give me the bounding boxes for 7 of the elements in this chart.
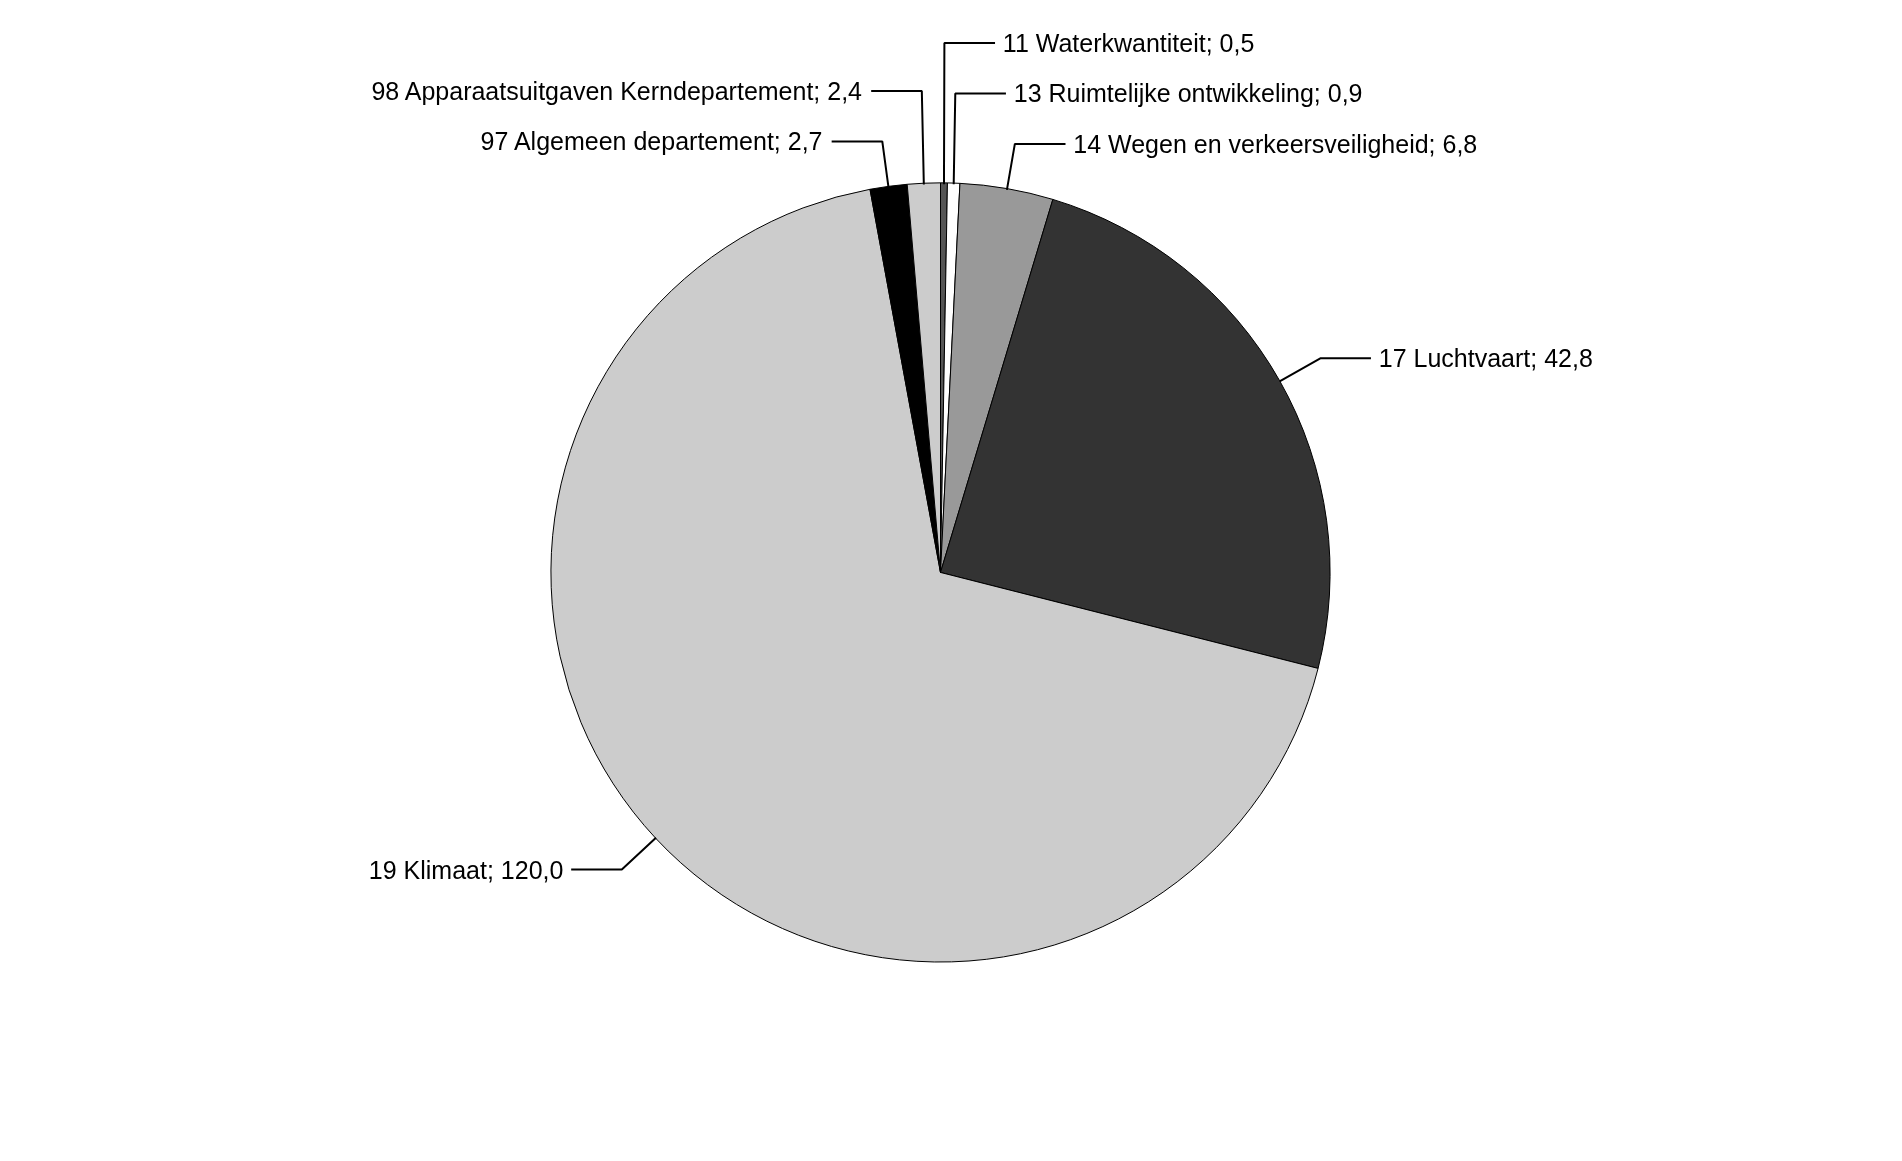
- slice-label: 97 Algemeen departement; 2,7: [480, 127, 823, 156]
- slice-label: 98 Apparaatsuitgaven Kerndepartement; 2,4: [371, 76, 863, 105]
- slice-label: 19 Klimaat; 120,0: [368, 855, 564, 884]
- slice-label: 11 Waterkwantiteit; 0,5: [1002, 28, 1255, 57]
- slice-label: 13 Ruimtelijke ontwikkeling; 0,9: [1013, 79, 1363, 108]
- slice-label: 17 Luchtvaart; 42,8: [1378, 344, 1593, 373]
- slice-label: 14 Wegen en verkeersveiligheid; 6,8: [1073, 129, 1478, 158]
